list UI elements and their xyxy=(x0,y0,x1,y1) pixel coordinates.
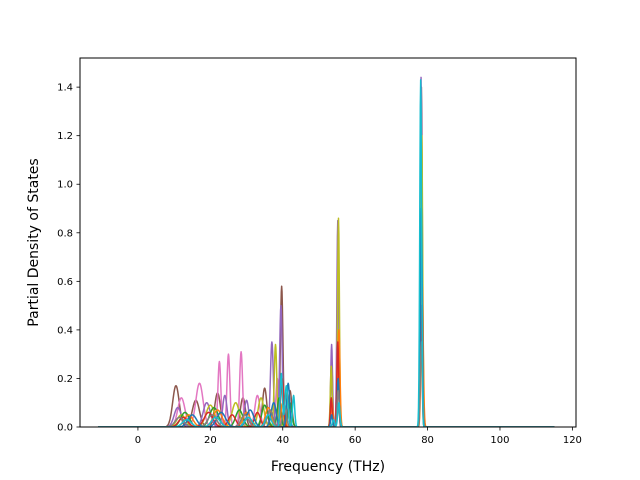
x-tick-label: 0 xyxy=(135,435,141,446)
x-tick-label: 60 xyxy=(349,435,362,446)
axes-frame xyxy=(79,57,577,428)
y-tick-label: 0.4 xyxy=(57,325,73,336)
series-line-7 xyxy=(97,304,555,427)
y-tick-label: 0.6 xyxy=(57,277,73,288)
y-tick-label: 0.0 xyxy=(57,423,73,434)
y-tick-label: 1.0 xyxy=(57,180,73,191)
series-line-4 xyxy=(97,134,555,427)
x-tick-label: 80 xyxy=(421,435,434,446)
x-tick-label: 100 xyxy=(490,435,509,446)
y-axis-label: Partial Density of States xyxy=(26,158,42,326)
x-tick-label: 120 xyxy=(563,435,582,446)
y-tick-label: 0.2 xyxy=(57,374,73,385)
x-axis-ticks: 0 20 40 60 80 100 120 xyxy=(135,427,582,446)
x-axis-label: Frequency (THz) xyxy=(271,459,385,475)
y-tick-label: 1.2 xyxy=(57,131,73,142)
series-line-3 xyxy=(97,76,555,427)
y-tick-label: 0.8 xyxy=(57,228,73,239)
x-tick-label: 20 xyxy=(204,435,217,446)
y-axis-ticks: 0.0 0.2 0.4 0.6 0.8 1.0 1.2 1.4 xyxy=(57,83,80,434)
series-line-1 xyxy=(97,86,555,427)
y-tick-label: 1.4 xyxy=(57,83,73,94)
series-line-9 xyxy=(97,341,555,427)
x-tick-label: 40 xyxy=(276,435,289,446)
